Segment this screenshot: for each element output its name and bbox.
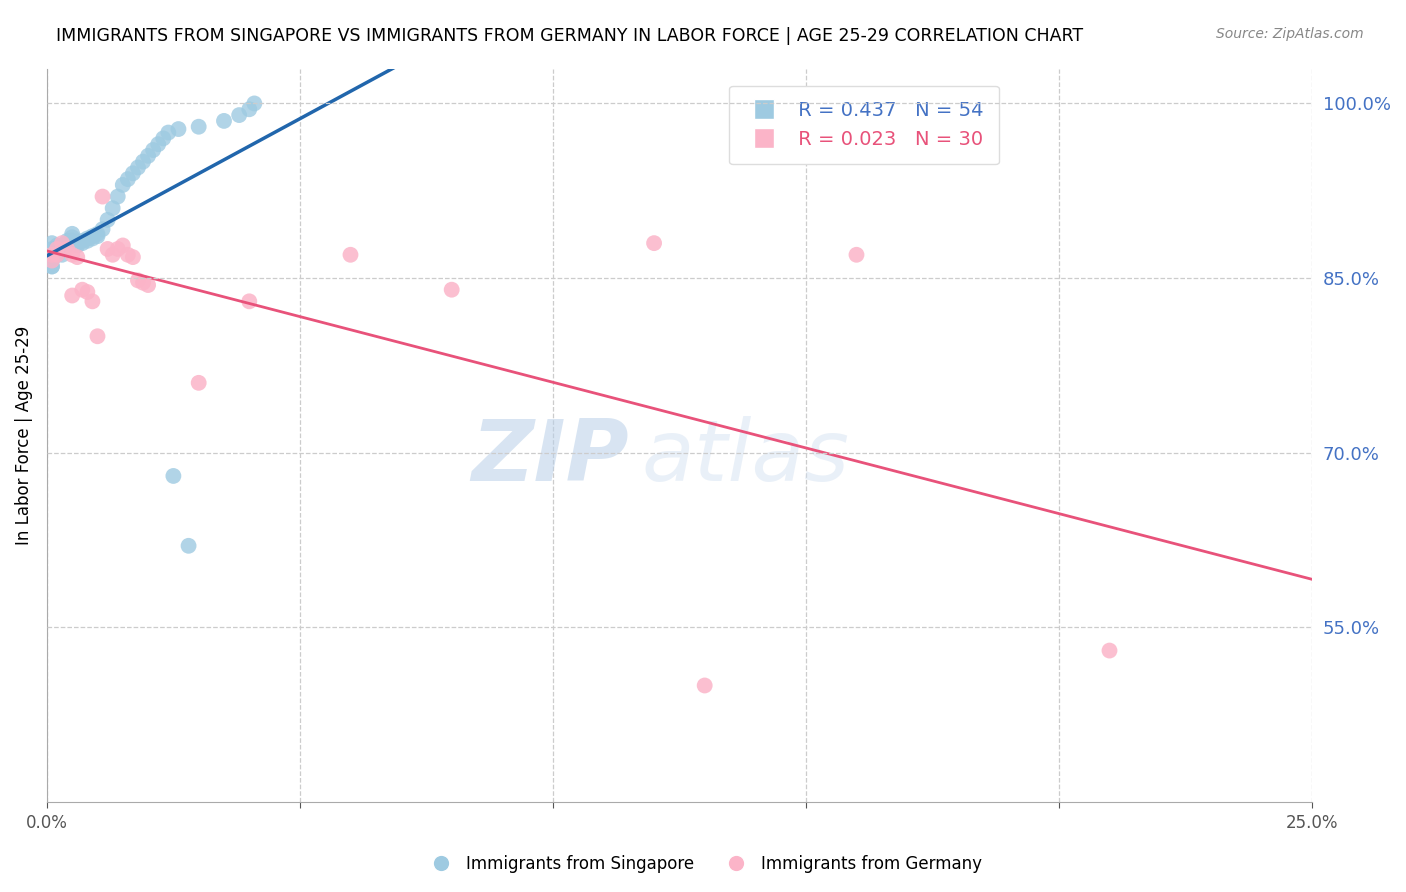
Point <box>167 122 190 136</box>
Point <box>46 242 69 256</box>
Point <box>41 260 63 274</box>
Point <box>41 260 63 274</box>
Text: ZIP: ZIP <box>471 416 628 499</box>
Point <box>187 376 209 390</box>
Point <box>97 212 120 227</box>
Point <box>177 539 200 553</box>
Point <box>238 102 260 116</box>
Point <box>132 154 155 169</box>
Point <box>41 248 63 262</box>
Point <box>845 248 868 262</box>
Point <box>82 231 104 245</box>
Point <box>101 201 124 215</box>
Point <box>56 238 79 252</box>
Point <box>46 242 69 256</box>
Point <box>91 189 114 203</box>
Point <box>127 273 149 287</box>
Point <box>238 294 260 309</box>
Text: IMMIGRANTS FROM SINGAPORE VS IMMIGRANTS FROM GERMANY IN LABOR FORCE | AGE 25-29 : IMMIGRANTS FROM SINGAPORE VS IMMIGRANTS … <box>56 27 1084 45</box>
Point <box>41 236 63 251</box>
Point <box>86 229 108 244</box>
Point <box>107 242 129 256</box>
Point <box>132 276 155 290</box>
Point <box>51 243 73 257</box>
Point <box>122 250 145 264</box>
Y-axis label: In Labor Force | Age 25-29: In Labor Force | Age 25-29 <box>15 326 32 545</box>
Point <box>46 242 69 256</box>
Point <box>46 248 69 262</box>
Point <box>243 96 266 111</box>
Point <box>122 166 145 180</box>
Point <box>51 236 73 251</box>
Point <box>56 242 79 256</box>
Point <box>60 227 83 241</box>
Point <box>82 229 104 244</box>
Point <box>51 241 73 255</box>
Point <box>60 230 83 244</box>
Point <box>86 329 108 343</box>
Point <box>46 248 69 262</box>
Point <box>72 234 94 248</box>
Point <box>76 234 98 248</box>
Point <box>60 288 83 302</box>
Point <box>66 238 89 252</box>
Point <box>440 283 463 297</box>
Point <box>127 161 149 175</box>
Point <box>117 248 139 262</box>
Point <box>82 294 104 309</box>
Point <box>187 120 209 134</box>
Legend:  R = 0.437   N = 54,  R = 0.023   N = 30: R = 0.437 N = 54, R = 0.023 N = 30 <box>730 86 998 164</box>
Point <box>228 108 250 122</box>
Point <box>136 278 159 293</box>
Point <box>76 231 98 245</box>
Point <box>111 238 134 252</box>
Point <box>41 242 63 256</box>
Legend: Immigrants from Singapore, Immigrants from Germany: Immigrants from Singapore, Immigrants fr… <box>418 848 988 880</box>
Point <box>97 242 120 256</box>
Point <box>107 189 129 203</box>
Point <box>117 172 139 186</box>
Point <box>60 248 83 262</box>
Point <box>136 149 159 163</box>
Point <box>212 114 235 128</box>
Point <box>693 678 716 692</box>
Point <box>142 143 165 157</box>
Point <box>1098 643 1121 657</box>
Point <box>157 126 180 140</box>
Point <box>41 253 63 268</box>
Point <box>111 178 134 192</box>
Point <box>56 236 79 251</box>
Point <box>162 469 184 483</box>
Point <box>643 236 665 251</box>
Point <box>148 137 170 152</box>
Text: atlas: atlas <box>641 416 849 499</box>
Point <box>51 238 73 252</box>
Point <box>72 236 94 251</box>
Point <box>86 227 108 241</box>
Point <box>66 236 89 251</box>
Point <box>51 248 73 262</box>
Point <box>76 285 98 299</box>
Point <box>66 250 89 264</box>
Point <box>41 248 63 262</box>
Point <box>46 238 69 252</box>
Point <box>60 234 83 248</box>
Point <box>101 248 124 262</box>
Text: Source: ZipAtlas.com: Source: ZipAtlas.com <box>1216 27 1364 41</box>
Point <box>339 248 361 262</box>
Point <box>46 245 69 260</box>
Point <box>72 283 94 297</box>
Point <box>91 222 114 236</box>
Point <box>152 131 174 145</box>
Point <box>41 253 63 268</box>
Point <box>56 234 79 248</box>
